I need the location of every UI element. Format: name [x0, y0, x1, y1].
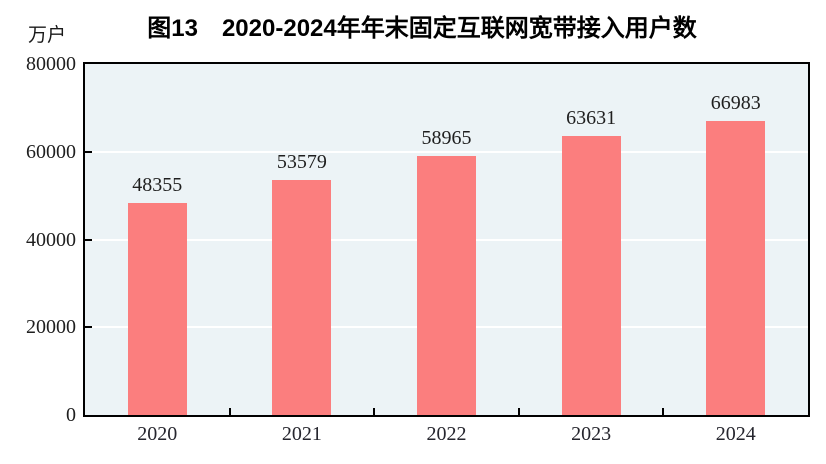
y-tick-label-60000: 60000	[26, 140, 76, 163]
y-tick-mark-40000	[85, 238, 92, 241]
bar-2020	[127, 203, 187, 415]
bar-2022	[417, 156, 476, 415]
bar-2024	[706, 121, 766, 415]
bar-value-label-2024: 66983	[710, 92, 761, 114]
y-tick-label-40000: 40000	[26, 228, 76, 251]
x-tick-label-2022: 2022	[426, 423, 467, 445]
y-axis-unit-label: 万户	[28, 25, 67, 46]
x-tick-mark-3	[517, 408, 520, 415]
plot-area: 48355 53579 58965 63631 66983	[83, 62, 810, 417]
y-tick-label-20000: 20000	[26, 316, 76, 339]
y-tick-label-0: 0	[66, 404, 76, 426]
x-tick-mark-1	[228, 408, 231, 415]
bar-value-label-2023: 63631	[566, 107, 617, 129]
bar-value-label-2020: 48355	[132, 174, 183, 196]
x-tick-label-2023: 2023	[571, 423, 612, 445]
y-tick-label-80000: 80000	[26, 53, 76, 75]
y-tick-mark-20000	[85, 326, 92, 329]
x-tick-mark-2	[373, 408, 376, 415]
x-tick-label-2024: 2024	[715, 423, 756, 445]
x-tick-mark-4	[662, 408, 665, 415]
bar-2021	[272, 180, 332, 415]
chart-title: 图13 2020-2024年年末固定互联网宽带接入用户数	[147, 15, 697, 42]
bar-value-label-2021: 53579	[276, 151, 327, 173]
x-tick-label-2021: 2021	[281, 423, 322, 445]
y-tick-mark-60000	[85, 150, 92, 153]
bar-value-label-2022: 58965	[421, 127, 472, 149]
bar-2023	[561, 136, 621, 415]
x-tick-label-2020: 2020	[137, 423, 178, 445]
gridline-60000	[85, 150, 808, 153]
